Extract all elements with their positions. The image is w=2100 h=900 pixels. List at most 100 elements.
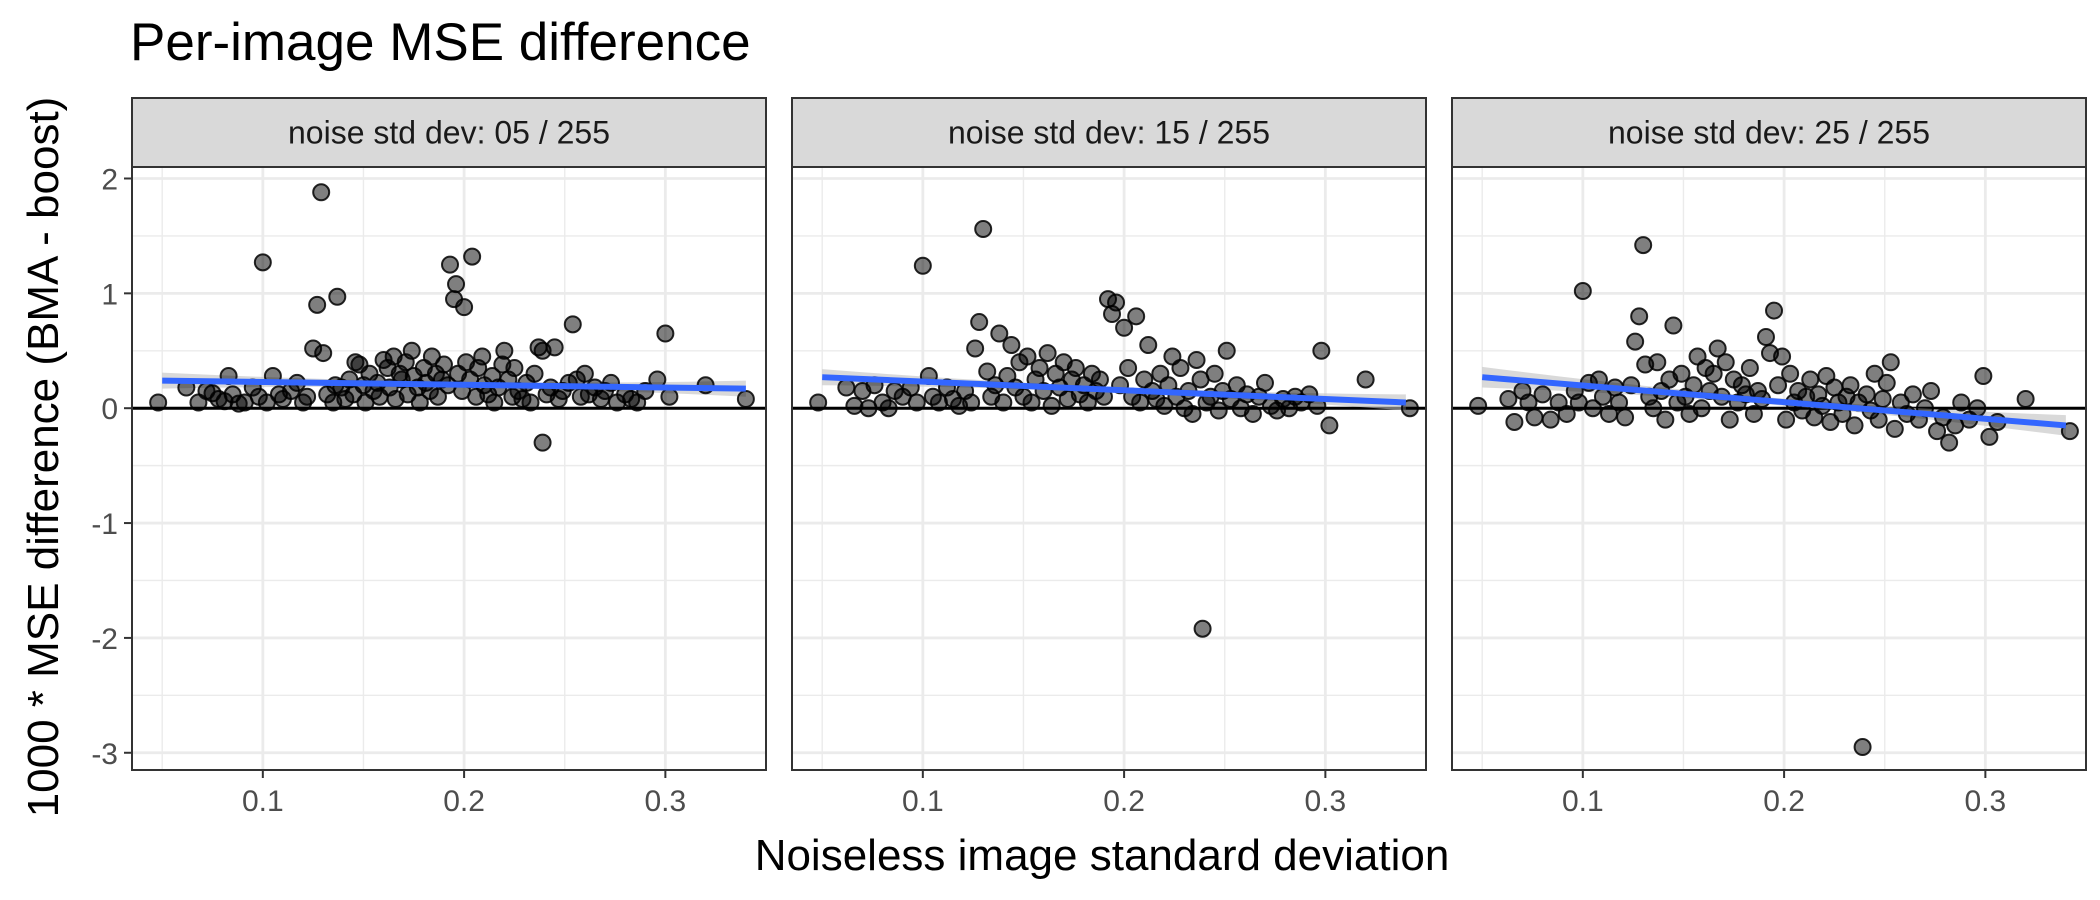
data-point xyxy=(1217,341,1236,360)
data-point xyxy=(978,362,997,381)
data-point xyxy=(990,324,1009,343)
y-tick-label: 0 xyxy=(101,393,118,426)
data-point xyxy=(1881,353,1900,372)
data-point xyxy=(1018,347,1037,366)
data-point xyxy=(533,433,552,452)
data-point xyxy=(1773,347,1792,366)
data-point xyxy=(1952,393,1971,412)
data-point xyxy=(1205,364,1224,383)
data-point xyxy=(736,390,755,409)
data-point xyxy=(1644,399,1663,418)
data-point xyxy=(1634,236,1653,255)
data-point xyxy=(1704,364,1723,383)
data-point xyxy=(1499,390,1518,409)
data-point xyxy=(575,364,594,383)
data-point xyxy=(1853,738,1872,757)
data-point xyxy=(1469,396,1488,415)
y-axis-title: 1000 * MSE difference (BMA - boost) xyxy=(19,97,68,818)
data-point xyxy=(1744,404,1763,423)
data-point xyxy=(422,347,441,366)
data-point xyxy=(879,399,898,418)
y-tick-label: -2 xyxy=(91,623,118,656)
data-point xyxy=(1873,390,1892,409)
y-tick-label: -1 xyxy=(91,508,118,541)
data-point xyxy=(1692,399,1711,418)
data-point xyxy=(314,344,333,363)
data-point xyxy=(994,393,1013,412)
data-point xyxy=(1583,399,1602,418)
facet-panel-1: noise std dev: 05 / 255 0.1 0.2 0.3 -3 -2 -1 0 1… xyxy=(91,97,767,818)
data-point xyxy=(1519,393,1538,412)
data-point xyxy=(1066,359,1085,377)
data-point xyxy=(1090,370,1109,389)
data-point xyxy=(1505,412,1524,431)
data-point xyxy=(1255,373,1274,392)
data-point xyxy=(1740,359,1759,377)
data-point xyxy=(970,313,989,332)
data-point xyxy=(1664,316,1683,335)
x-axis-title: Noiseless image standard deviation xyxy=(755,831,1450,880)
data-point xyxy=(1525,408,1544,427)
data-point xyxy=(1801,370,1820,389)
data-point xyxy=(447,275,466,294)
facet-panel-2: noise std dev: 15 / 255 0.1 0.2 0.3 xyxy=(791,97,1427,818)
data-point xyxy=(1171,359,1190,377)
data-point xyxy=(1845,416,1864,435)
data-point xyxy=(907,393,926,412)
data-point xyxy=(1648,353,1667,372)
data-point xyxy=(495,341,514,360)
data-point xyxy=(1557,404,1576,423)
data-point xyxy=(1765,301,1784,320)
data-point xyxy=(2060,422,2079,441)
data-point xyxy=(455,298,474,317)
facet-strip xyxy=(791,97,1427,168)
x-tick-label: 0.3 xyxy=(1305,785,1347,818)
data-point xyxy=(1187,350,1206,369)
data-point xyxy=(428,387,447,406)
data-point xyxy=(1002,336,1021,355)
data-point xyxy=(402,341,421,360)
data-point xyxy=(966,339,985,358)
data-point xyxy=(253,253,272,272)
data-point xyxy=(312,183,331,202)
data-point xyxy=(1038,344,1057,363)
data-point xyxy=(1781,364,1800,383)
data-point xyxy=(1974,367,1993,386)
data-point xyxy=(298,387,317,406)
data-point xyxy=(545,338,564,357)
data-point xyxy=(1841,376,1860,395)
data-point xyxy=(1400,399,1419,418)
data-point xyxy=(1940,433,1959,452)
data-point xyxy=(1610,393,1629,412)
data-point xyxy=(1720,410,1739,429)
data-point xyxy=(1119,359,1138,377)
data-point xyxy=(1626,332,1645,351)
data-point xyxy=(1356,370,1375,389)
y-tick-label: 2 xyxy=(101,163,118,196)
data-point xyxy=(1320,416,1339,435)
data-point xyxy=(1616,408,1635,427)
data-point xyxy=(308,295,327,314)
data-point xyxy=(660,387,679,406)
facet-panel-3: noise std dev: 25 / 255 0.1 0.2 0.3 xyxy=(1451,97,2087,818)
data-point xyxy=(1243,404,1262,423)
data-point xyxy=(1777,410,1796,429)
data-point xyxy=(521,393,540,412)
data-point xyxy=(837,378,856,397)
facet-strip xyxy=(131,97,767,168)
data-point xyxy=(1708,339,1727,358)
x-tick-label: 0.1 xyxy=(242,785,284,818)
data-point xyxy=(1139,336,1158,355)
data-point xyxy=(974,220,993,239)
data-point xyxy=(1877,373,1896,392)
data-point xyxy=(962,393,981,412)
data-point xyxy=(485,393,504,412)
data-point xyxy=(1821,412,1840,431)
data-point xyxy=(1127,307,1146,326)
data-point xyxy=(1865,364,1884,383)
data-point xyxy=(1115,318,1134,337)
data-point xyxy=(525,364,544,383)
data-point xyxy=(2016,390,2035,409)
trend-line xyxy=(1481,374,2067,429)
data-point xyxy=(913,256,932,275)
